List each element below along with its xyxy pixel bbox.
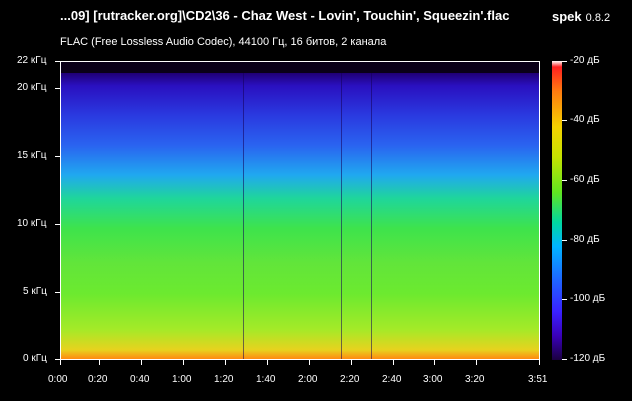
x-tick-label: 2:00: [298, 374, 318, 385]
colorbar-tick-mark: [562, 180, 567, 181]
spectrogram-streak: [371, 73, 372, 359]
colorbar-tick-mark: [562, 120, 567, 121]
colorbar-tick-mark: [562, 61, 567, 62]
app-version: 0.8.2: [585, 12, 611, 24]
x-tick-label: 3:20: [465, 374, 485, 385]
x-tick-mark: [309, 360, 310, 365]
y-tick-mark: [55, 156, 60, 157]
x-tick-mark: [183, 360, 184, 365]
x-tick-mark: [267, 360, 268, 365]
spectrogram-streak: [243, 73, 244, 359]
colorbar-tick-mark: [562, 359, 567, 360]
x-tick-mark: [141, 360, 142, 365]
x-tick-label: 3:51: [528, 374, 548, 385]
x-tick-label: 2:40: [382, 374, 402, 385]
y-tick-label: 0 кГц: [23, 353, 47, 364]
x-tick-label: 0:40: [130, 374, 150, 385]
spectrogram-cutoff-band: [61, 62, 539, 73]
y-tick-mark: [55, 61, 60, 62]
colorbar-tick-mark: [562, 299, 567, 300]
x-tick-mark: [351, 360, 352, 365]
x-tick-label: 1:20: [214, 374, 234, 385]
x-tick-label: 1:40: [256, 374, 276, 385]
colorbar-label: -40 дБ: [570, 114, 600, 125]
x-tick-mark: [476, 360, 477, 365]
x-tick-mark: [539, 360, 540, 365]
x-tick-label: 1:00: [172, 374, 192, 385]
y-tick-label: 20 кГц: [17, 82, 47, 93]
x-tick-mark: [434, 360, 435, 365]
x-tick-mark: [99, 360, 100, 365]
y-tick-mark: [55, 292, 60, 293]
y-tick-label: 10 кГц: [17, 218, 47, 229]
colorbar-label: -100 дБ: [570, 293, 606, 304]
spectrogram-plot: [60, 61, 540, 360]
y-tick-mark: [55, 359, 60, 360]
y-tick-mark: [55, 224, 60, 225]
app-name: spek: [552, 9, 582, 24]
file-info: FLAC (Free Lossless Audio Codec), 44100 …: [60, 36, 387, 48]
y-tick-label: 22 кГц: [17, 55, 47, 66]
colorbar-label: -80 дБ: [570, 234, 600, 245]
x-tick-label: 2:20: [340, 374, 360, 385]
y-tick-mark: [55, 88, 60, 89]
spectrogram-streak: [341, 73, 342, 359]
y-tick-label: 15 кГц: [17, 150, 47, 161]
colorbar-label: -20 дБ: [570, 55, 600, 66]
x-tick-label: 0:20: [88, 374, 108, 385]
colorbar-tick-mark: [562, 240, 567, 241]
colorbar-label: -60 дБ: [570, 174, 600, 185]
x-tick-mark: [225, 360, 226, 365]
colorbar-label: -120 дБ: [570, 353, 606, 364]
x-tick-mark: [60, 360, 61, 365]
y-tick-label: 5 кГц: [23, 286, 47, 297]
x-tick-label: 3:00: [423, 374, 443, 385]
colorbar: [552, 61, 562, 360]
x-tick-label: 0:00: [48, 374, 68, 385]
file-title: ...09] [rutracker.org]\CD2\36 - Chaz Wes…: [60, 8, 510, 23]
app-brand: spek 0.8.2: [552, 8, 610, 26]
x-tick-mark: [393, 360, 394, 365]
